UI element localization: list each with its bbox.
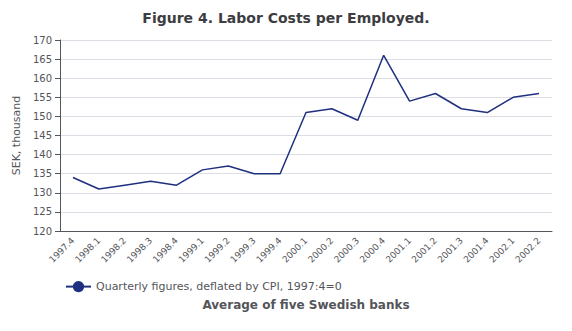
svg-text:2000.1: 2000.1: [280, 235, 309, 264]
svg-text:125: 125: [33, 206, 52, 217]
svg-text:140: 140: [33, 149, 52, 160]
svg-text:2002.1: 2002.1: [487, 235, 516, 264]
svg-text:1998.1: 1998.1: [73, 235, 102, 264]
svg-text:1998.3: 1998.3: [125, 235, 154, 264]
svg-text:2001.3: 2001.3: [436, 235, 465, 264]
svg-text:2001.4: 2001.4: [461, 235, 491, 265]
svg-text:165: 165: [33, 54, 52, 65]
svg-text:2000.3: 2000.3: [332, 235, 361, 264]
svg-text:155: 155: [33, 92, 52, 103]
svg-text:170: 170: [33, 35, 52, 46]
svg-text:120: 120: [33, 226, 52, 237]
svg-text:1998.2: 1998.2: [99, 235, 128, 264]
svg-text:145: 145: [33, 130, 52, 141]
svg-text:1999.1: 1999.1: [177, 235, 206, 264]
svg-text:Quarterly figures, deflated by: Quarterly figures, deflated by CPI, 1997…: [96, 280, 342, 293]
svg-text:1999.4: 1999.4: [254, 235, 284, 265]
svg-text:1999.3: 1999.3: [228, 235, 257, 264]
svg-text:2001.1: 2001.1: [384, 235, 413, 264]
svg-text:1999.2: 1999.2: [203, 235, 232, 264]
svg-text:Average of five Swedish banks: Average of five Swedish banks: [202, 298, 409, 312]
svg-text:2001.2: 2001.2: [410, 235, 439, 264]
svg-text:130: 130: [33, 187, 52, 198]
svg-text:135: 135: [33, 168, 52, 179]
svg-text:2000.2: 2000.2: [306, 235, 335, 264]
svg-text:1997.4: 1997.4: [47, 235, 77, 265]
svg-text:2000.4: 2000.4: [358, 235, 388, 265]
svg-text:SEK, thousand: SEK, thousand: [10, 96, 23, 176]
svg-text:150: 150: [33, 111, 52, 122]
svg-text:1998.4: 1998.4: [151, 235, 181, 265]
svg-text:Figure 4. Labor Costs per Empl: Figure 4. Labor Costs per Employed.: [142, 10, 429, 26]
svg-text:160: 160: [33, 73, 52, 84]
svg-text:2002.2: 2002.2: [513, 235, 542, 264]
